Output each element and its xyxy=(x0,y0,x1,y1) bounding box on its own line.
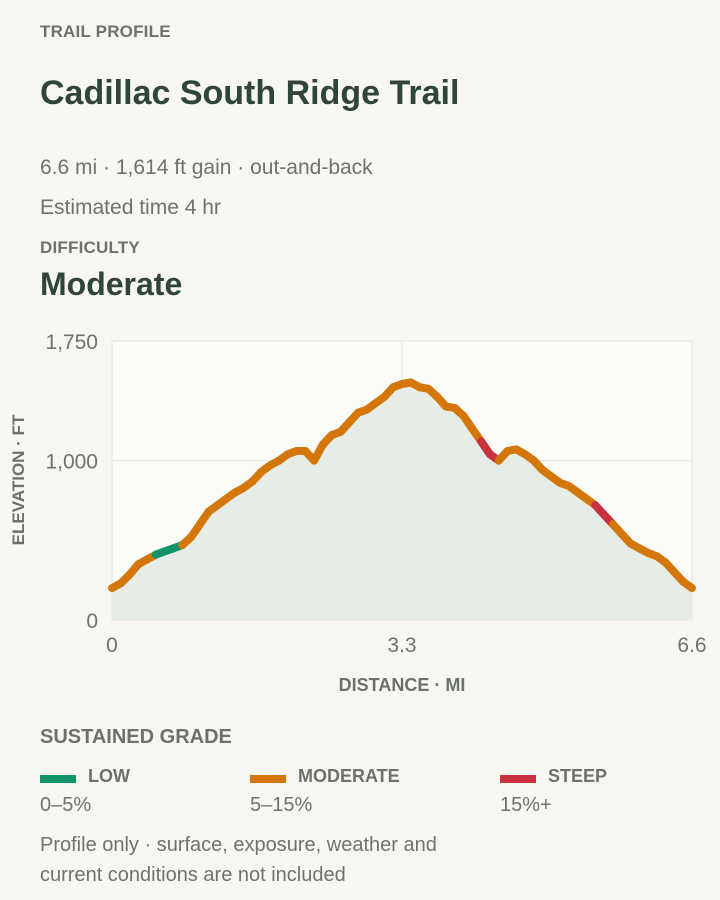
footnote: Profile only · surface, exposure, weathe… xyxy=(40,830,437,890)
y-tick-label: 1,000 xyxy=(45,451,98,474)
legend-label-steep: STEEP xyxy=(548,766,608,786)
elevation-area xyxy=(112,382,692,620)
difficulty-value: Moderate xyxy=(40,266,183,302)
y-axis-label: ELEVATION · FT xyxy=(9,414,28,545)
legend-swatch-low xyxy=(40,775,76,783)
section-eyebrow: TRAIL PROFILE xyxy=(40,22,171,41)
y-tick-labels: 0 1,000 1,750 xyxy=(45,331,98,633)
x-axis-label: DISTANCE · MI xyxy=(339,675,466,695)
footnote-line-1: Profile only · surface, exposure, weathe… xyxy=(40,834,437,856)
x-tick-label: 3.3 xyxy=(387,634,416,657)
trail-title: Cadillac South Ridge Trail xyxy=(40,74,460,112)
legend-label-low: LOW xyxy=(88,766,130,786)
difficulty-label: DIFFICULTY xyxy=(40,238,140,257)
elevation-line xyxy=(108,378,696,593)
x-tick-label: 0 xyxy=(106,634,118,657)
x-tick-labels: 0 3.3 6.6 xyxy=(106,634,706,657)
profile-segment-moderate xyxy=(679,577,696,593)
footnote-line-2: current conditions are not included xyxy=(40,864,346,886)
legend-range-steep: 15%+ xyxy=(500,794,552,816)
legend-label-moderate: MODERATE xyxy=(298,766,400,786)
legend-title: SUSTAINED GRADE xyxy=(40,726,232,748)
legend-swatch-moderate xyxy=(250,775,286,783)
legend-range-low: 0–5% xyxy=(40,794,92,816)
estimated-time: Estimated time 4 hr xyxy=(40,196,221,219)
x-tick-label: 6.6 xyxy=(677,634,706,657)
y-tick-label: 1,750 xyxy=(45,331,98,354)
legend-swatch-steep xyxy=(500,775,536,783)
elevation-chart: 0 3.3 6.6 0 1,000 1,750 DISTANCE · MI ELEVAT… xyxy=(9,331,707,695)
trail-stats: 6.6 mi · 1,614 ft gain · out-and-back xyxy=(40,156,373,179)
y-tick-label: 0 xyxy=(86,610,98,633)
legend-range-moderate: 5–15% xyxy=(250,794,313,816)
